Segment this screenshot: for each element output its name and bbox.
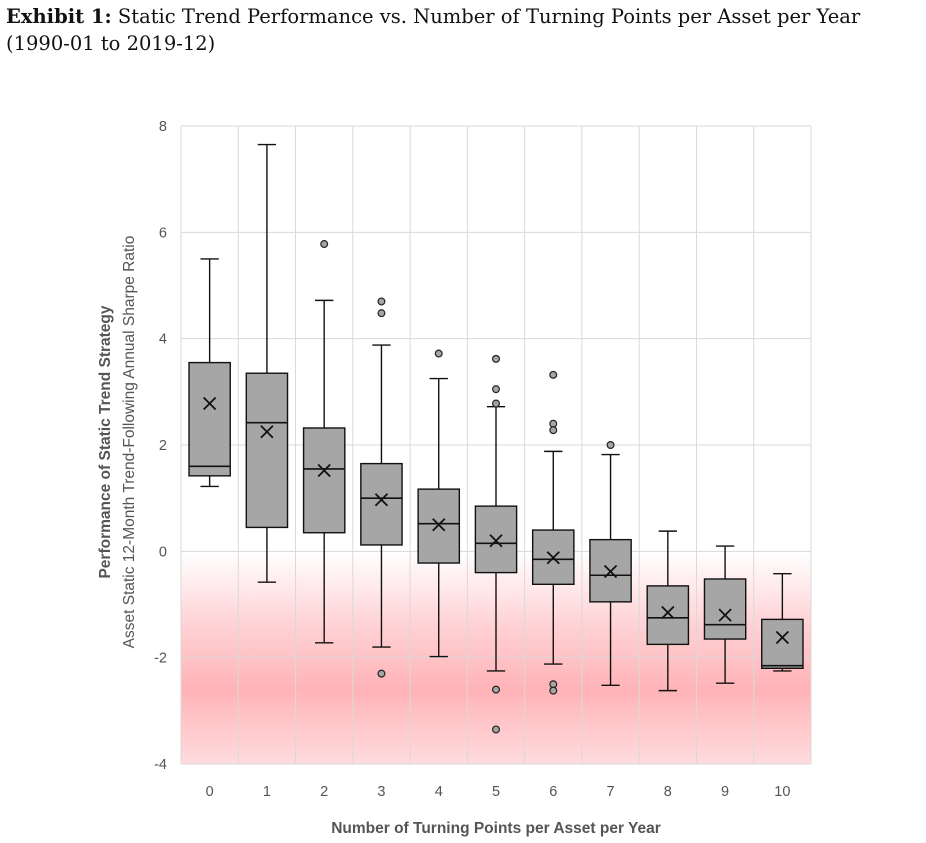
y-tick-label: -4 bbox=[154, 757, 167, 773]
outlier-point bbox=[549, 370, 558, 379]
outlier-point bbox=[492, 399, 501, 408]
mean-marker bbox=[317, 463, 331, 478]
exhibit-caption: Exhibit 1: Static Trend Performance vs. … bbox=[6, 3, 916, 57]
mean-marker bbox=[546, 551, 560, 565]
y-axis-title: Performance of Static Trend Strategy bbox=[97, 305, 114, 578]
x-tick-label: 2 bbox=[320, 784, 328, 800]
box-10 bbox=[761, 572, 804, 672]
mean-marker bbox=[603, 564, 618, 579]
box-6 bbox=[531, 370, 575, 695]
iqr-box bbox=[703, 578, 747, 640]
iqr-box bbox=[474, 505, 518, 574]
y-tick-label: -2 bbox=[154, 651, 167, 667]
x-tick-label: 8 bbox=[664, 784, 672, 800]
exhibit-label: Exhibit 1: bbox=[6, 5, 112, 28]
y-tick-label: 0 bbox=[159, 544, 167, 560]
iqr-box bbox=[360, 462, 403, 546]
outlier-point bbox=[549, 686, 558, 695]
iqr-box bbox=[761, 618, 804, 669]
x-axis-title: Number of Turning Points per Asset per Y… bbox=[331, 820, 661, 837]
mean-marker bbox=[202, 396, 217, 411]
x-tick-label: 4 bbox=[435, 784, 443, 800]
mean-marker bbox=[775, 630, 790, 645]
y-tick-label: 4 bbox=[159, 332, 167, 348]
x-tick-label: 6 bbox=[549, 784, 557, 800]
box-1 bbox=[245, 143, 289, 583]
iqr-box bbox=[302, 427, 346, 534]
box-7 bbox=[589, 441, 632, 687]
mean-marker bbox=[661, 605, 675, 620]
iqr-box bbox=[245, 372, 289, 529]
outlier-point bbox=[549, 426, 558, 435]
y-tick-label: 8 bbox=[159, 119, 167, 135]
outlier-point bbox=[549, 680, 558, 689]
box-8 bbox=[646, 530, 690, 692]
y-axis-subtitle: Asset Static 12-Month Trend-Following An… bbox=[121, 236, 138, 649]
outlier-point bbox=[320, 240, 329, 249]
iqr-box bbox=[646, 585, 690, 646]
outlier-point bbox=[492, 685, 501, 694]
outlier-point bbox=[434, 349, 443, 358]
iqr-box bbox=[417, 488, 461, 564]
box-3 bbox=[360, 297, 403, 678]
box-5 bbox=[474, 354, 518, 734]
x-tick-label: 10 bbox=[774, 784, 790, 800]
y-tick-label: 6 bbox=[159, 225, 167, 241]
outlier-point bbox=[492, 385, 501, 394]
y-tick-label: 2 bbox=[159, 438, 167, 454]
outlier-point bbox=[606, 441, 615, 450]
x-tick-label: 0 bbox=[206, 784, 214, 800]
mean-marker bbox=[489, 534, 503, 548]
mean-marker bbox=[374, 493, 389, 507]
box-0 bbox=[188, 258, 231, 488]
box-2 bbox=[302, 240, 346, 644]
x-tick-label: 5 bbox=[492, 784, 500, 800]
mean-marker bbox=[718, 608, 732, 622]
box-4 bbox=[417, 349, 461, 658]
x-tick-label: 3 bbox=[377, 784, 385, 800]
outlier-point bbox=[492, 354, 501, 363]
mean-marker bbox=[260, 425, 274, 439]
outlier-point bbox=[492, 725, 501, 734]
mean-marker bbox=[432, 518, 446, 532]
outlier-point bbox=[377, 297, 386, 306]
outlier-point bbox=[377, 309, 386, 318]
x-tick-label: 7 bbox=[607, 784, 615, 800]
box-9 bbox=[703, 545, 747, 684]
x-tick-label: 1 bbox=[263, 784, 271, 800]
x-tick-label: 9 bbox=[721, 784, 729, 800]
iqr-box bbox=[188, 361, 231, 477]
exhibit-title: Static Trend Performance vs. Number of T… bbox=[6, 5, 861, 55]
outlier-point bbox=[377, 669, 386, 678]
